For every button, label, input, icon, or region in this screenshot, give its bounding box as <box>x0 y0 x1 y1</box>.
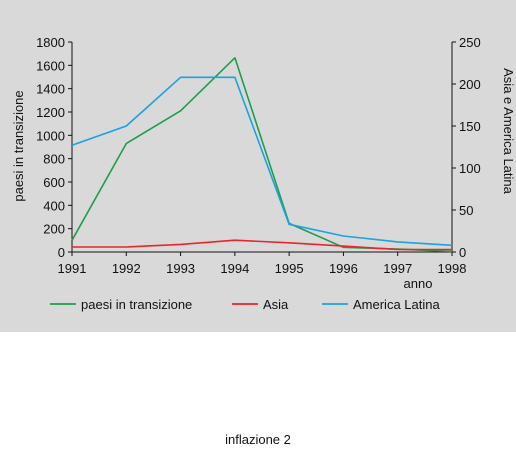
y-tick-label-left: 800 <box>43 152 65 167</box>
y-tick-label-right: 150 <box>459 119 481 134</box>
y-tick-label-left: 400 <box>43 198 65 213</box>
x-axis-label: anno <box>404 276 433 291</box>
x-tick-label: 1994 <box>220 261 249 276</box>
y-tick-label-right: 200 <box>459 77 481 92</box>
y-axis-label-right: Asia e America Latina <box>501 68 516 195</box>
series-line-asia <box>72 239 452 251</box>
y-tick-label-right: 250 <box>459 35 481 50</box>
legend-label-america-latina: America Latina <box>353 297 440 312</box>
y-tick-label-left: 1200 <box>36 105 65 120</box>
x-tick-label: 1993 <box>166 261 195 276</box>
tick-labels: 0 200 400 600 800 1000 1200 1400 1600 1800 0 50 100 1… <box>36 35 481 276</box>
x-tick-label: 1998 <box>438 261 467 276</box>
y-tick-label-left: 1600 <box>36 58 65 73</box>
y-tick-label-left: 600 <box>43 175 65 190</box>
chart-panel: 0 200 400 600 800 1000 1200 1400 1600 1800 0 50 100 1… <box>0 0 516 332</box>
x-tick-label: 1992 <box>112 261 141 276</box>
legend: paesi in transizione Asia America Latina <box>50 297 440 312</box>
legend-label-asia: Asia <box>263 297 289 312</box>
axes <box>68 41 456 256</box>
figure-caption: inflazione 2 <box>225 432 291 447</box>
series-line-paesi-in-transizione <box>71 56 453 253</box>
series-lines <box>71 56 453 253</box>
y-tick-label-left: 0 <box>58 245 65 260</box>
series-line-america-latina <box>71 76 453 247</box>
x-tick-label: 1997 <box>383 261 412 276</box>
y-tick-label-left: 1000 <box>36 128 65 143</box>
y-tick-label-right: 100 <box>459 161 481 176</box>
x-tick-label: 1991 <box>58 261 87 276</box>
x-tick-label: 1996 <box>329 261 358 276</box>
y-axis-label-left: paesi in transizione <box>11 90 26 201</box>
y-tick-label-right: 0 <box>459 245 466 260</box>
x-tick-label: 1995 <box>275 261 304 276</box>
y-tick-label-right: 50 <box>459 203 473 218</box>
y-tick-label-left: 200 <box>43 222 65 237</box>
legend-label-paesi-in-transizione: paesi in transizione <box>81 297 192 312</box>
y-tick-label-left: 1400 <box>36 82 65 97</box>
y-tick-label-left: 1800 <box>36 35 65 50</box>
line-chart: 0 200 400 600 800 1000 1200 1400 1600 1800 0 50 100 1… <box>11 35 516 312</box>
